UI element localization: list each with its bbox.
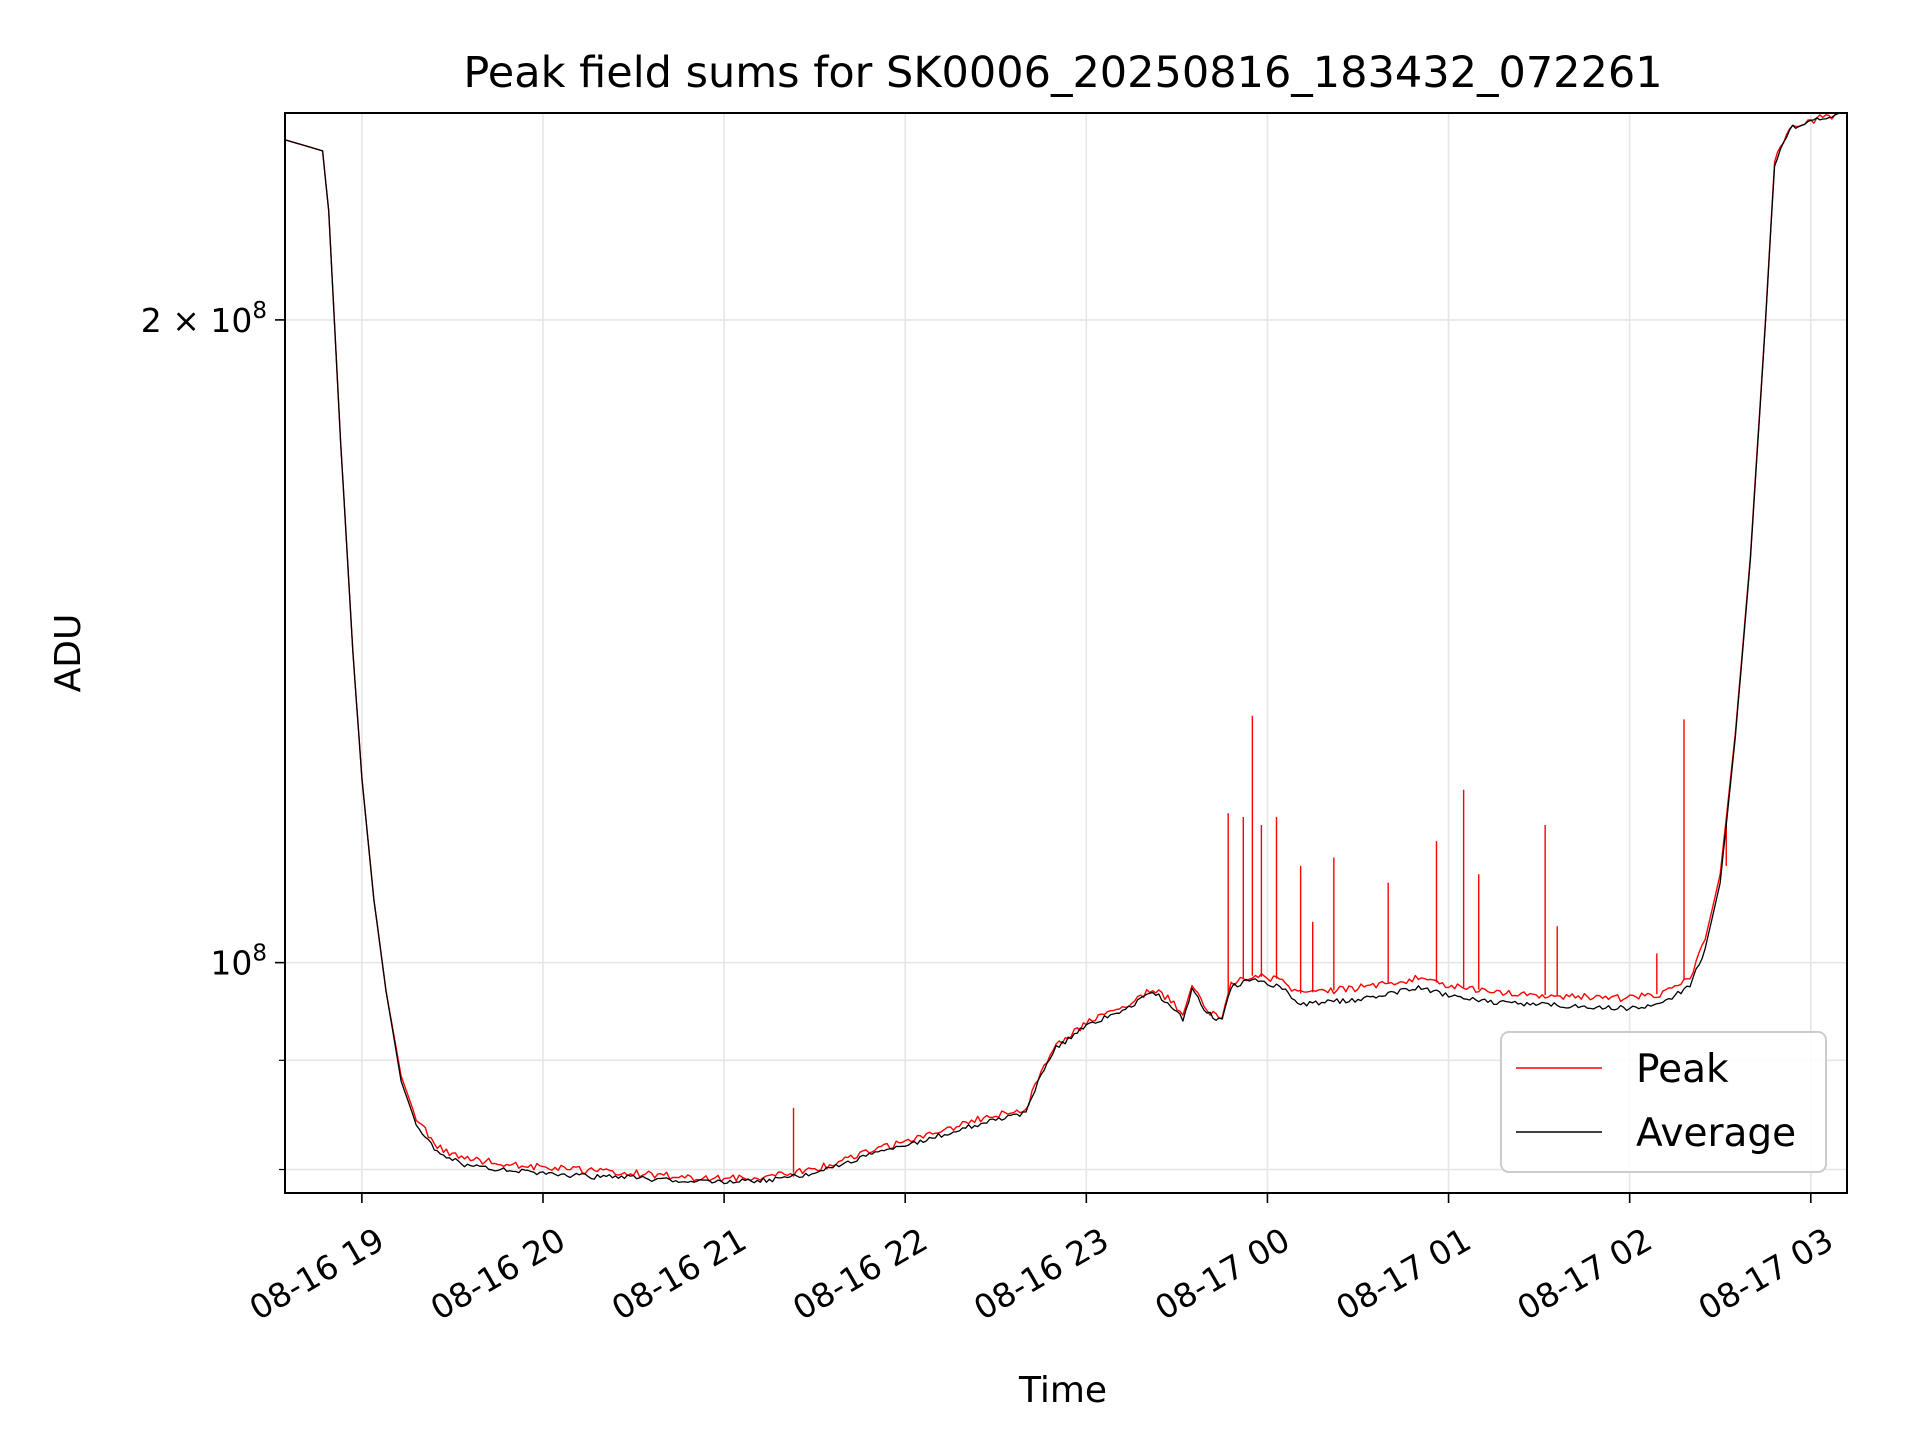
legend: Peak Average — [1500, 1031, 1827, 1173]
y-tick-label: 2 × 108 — [141, 298, 267, 340]
y-tick-label: 108 — [210, 941, 267, 983]
y-tick-label-base: 2 × — [141, 301, 211, 340]
legend-label-peak: Peak — [1636, 1047, 1729, 1092]
legend-box — [1500, 1031, 1827, 1173]
y-tick-label-base: 10 — [210, 944, 252, 983]
chart-title: Peak field sums for SK0006_20250816_1834… — [463, 48, 1662, 98]
y-tick-label-base: 10 — [210, 301, 252, 340]
series-layer — [285, 113, 1847, 1185]
y-tick-label-exponent: 8 — [252, 941, 267, 967]
x-axis-title: Time — [1018, 1370, 1107, 1411]
grid — [285, 113, 1847, 1193]
series-line-peak — [285, 113, 1847, 1183]
series-clip-group — [285, 113, 1847, 1185]
y-tick-label-exponent: 8 — [252, 298, 267, 324]
y-axis-title: ADU — [48, 614, 89, 693]
plot-frame — [284, 112, 1848, 1194]
legend-label-average: Average — [1636, 1111, 1796, 1156]
series-line-average — [285, 113, 1847, 1185]
